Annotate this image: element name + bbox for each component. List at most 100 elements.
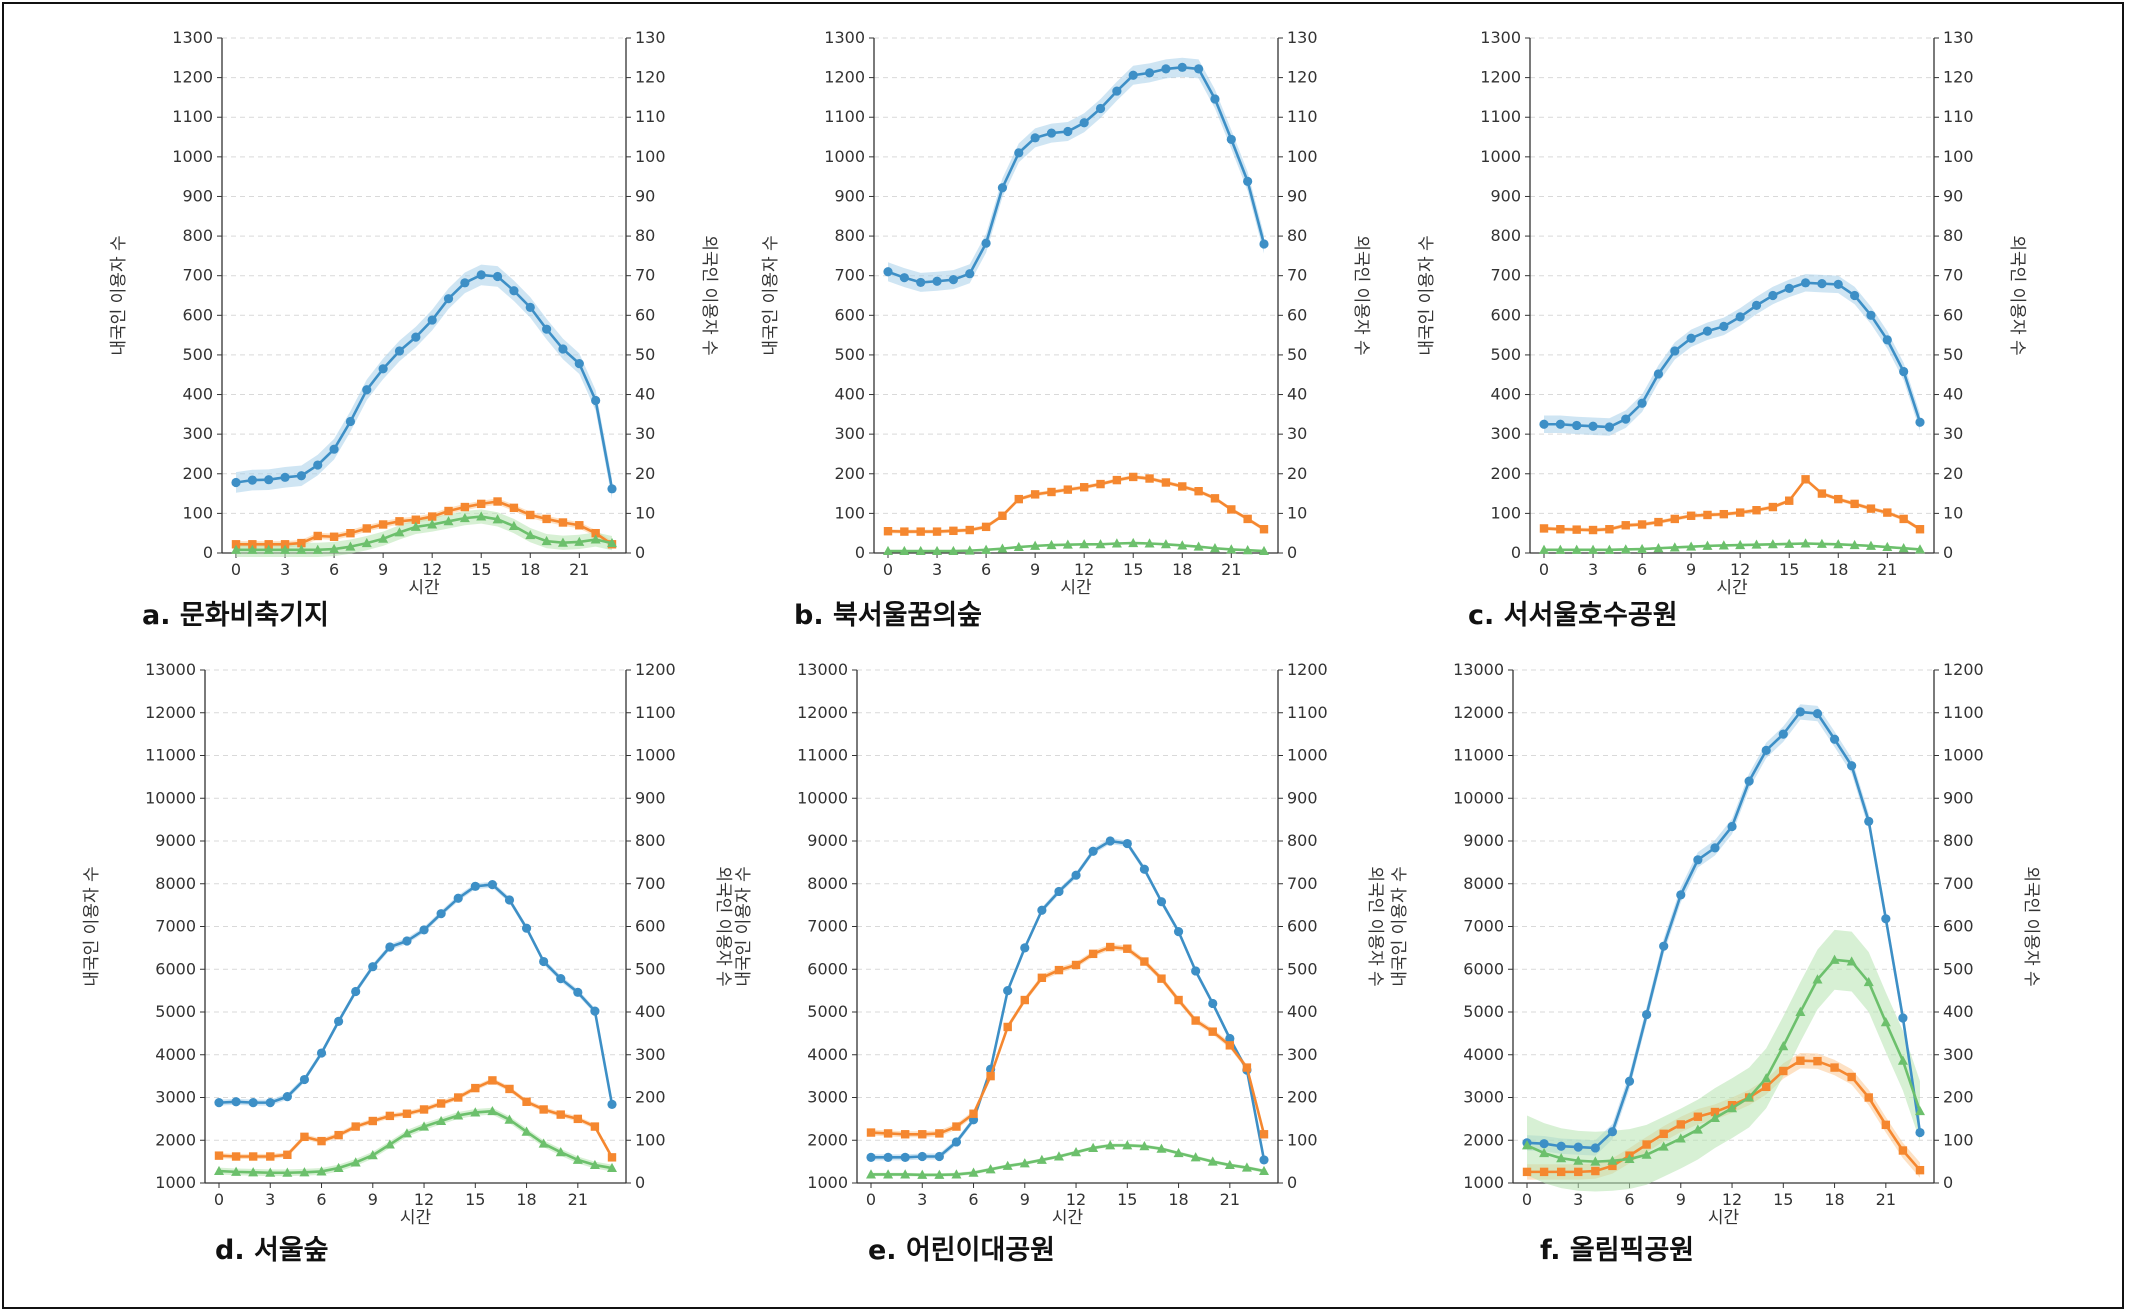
point-foreign_other [231, 544, 241, 554]
point-foreign_main [573, 1114, 583, 1124]
left-tick-label: 6000 [155, 959, 196, 978]
point-foreign_other [917, 1169, 928, 1179]
point-domestic [558, 344, 568, 354]
point-domestic [1161, 64, 1171, 74]
plot-area-e: 1000200030004000500060007000800090001000… [734, 660, 1385, 1228]
left-tick-label: 800 [834, 226, 865, 245]
x-tick-label: 12 [1074, 560, 1094, 579]
left-tick-label: 900 [1490, 186, 1521, 205]
left-tick-label: 1000 [1480, 147, 1521, 166]
caption-e: e. 어린이대공원 [868, 1235, 1055, 1266]
left-tick-label: 9000 [155, 831, 196, 850]
point-foreign_main [526, 510, 535, 520]
x-tick-label: 3 [280, 560, 290, 579]
right-tick-label: 70 [1287, 266, 1307, 285]
point-foreign_main [1071, 960, 1081, 970]
right-tick-label: 80 [635, 226, 655, 245]
point-foreign_main [1830, 1063, 1839, 1072]
point-domestic [419, 925, 429, 935]
x-tick-label: 21 [568, 1190, 588, 1209]
point-foreign_other [1675, 1133, 1686, 1143]
point-foreign_main [1608, 1161, 1617, 1171]
point-domestic [525, 302, 535, 312]
point-domestic [1173, 927, 1184, 937]
point-foreign_other [1692, 1124, 1703, 1134]
point-foreign_other [1105, 1140, 1116, 1150]
right-tick-label: 0 [635, 1173, 645, 1192]
series-line-foreign_other [1544, 542, 1921, 552]
left-tick-label: 4000 [155, 1045, 196, 1064]
point-foreign_other [1002, 1160, 1013, 1170]
point-foreign_other [296, 544, 307, 554]
point-foreign_other [948, 545, 959, 556]
point-foreign_main [590, 1122, 600, 1131]
x-tick-label: 21 [569, 560, 589, 579]
point-foreign_main [1752, 506, 1761, 515]
point-foreign_other [1556, 1153, 1567, 1163]
x-tick-label: 18 [516, 1190, 536, 1209]
x-tick-label: 6 [981, 560, 991, 579]
point-foreign_other [1846, 956, 1857, 966]
x-axis-title: 시간 [1052, 1208, 1084, 1228]
point-foreign_other [590, 534, 601, 544]
left-tick-label: 700 [182, 266, 213, 285]
point-domestic [1128, 70, 1138, 80]
point-foreign_other [1751, 539, 1762, 549]
left-tick-label: 300 [1490, 424, 1521, 443]
left-tick-label: 700 [834, 266, 865, 285]
point-foreign_other [263, 544, 274, 554]
point-foreign_other [1620, 544, 1631, 554]
point-foreign_other [607, 537, 617, 548]
point-foreign_main [542, 514, 551, 524]
x-axis-title: 시간 [408, 578, 440, 598]
point-foreign_main [313, 531, 322, 541]
point-domestic [1898, 1013, 1908, 1023]
point-foreign_other [282, 1167, 293, 1177]
point-foreign_other [410, 521, 421, 531]
x-tick-label: 12 [1722, 1190, 1742, 1209]
x-tick-label: 9 [1020, 1190, 1030, 1209]
point-foreign_other [329, 543, 340, 554]
right-tick-label: 10 [635, 503, 655, 522]
left-tick-label: 13000 [145, 660, 196, 679]
point-domestic [1555, 419, 1565, 429]
left-tick-label: 1100 [1480, 107, 1521, 126]
point-foreign_other [1915, 544, 1925, 554]
point-domestic [1686, 333, 1696, 343]
point-domestic [1014, 148, 1024, 158]
right-axis-title: 외국인 이용자 수 [2007, 235, 2027, 355]
point-foreign_other [333, 1162, 344, 1173]
x-tick-label: 15 [1779, 560, 1799, 579]
point-foreign_other [1624, 1153, 1635, 1164]
point-foreign_main [558, 518, 568, 527]
point-foreign_main [248, 1152, 258, 1161]
x-tick-label: 21 [1220, 1190, 1240, 1209]
point-foreign_other [231, 1166, 242, 1176]
point-foreign_other [1036, 1154, 1047, 1164]
left-tick-label: 300 [182, 424, 213, 443]
point-foreign_main [1899, 514, 1908, 524]
point-foreign_main [981, 522, 991, 532]
point-domestic [1572, 420, 1582, 431]
left-tick-label: 0 [855, 543, 865, 562]
left-tick-label: 1000 [172, 147, 213, 166]
point-domestic [1850, 290, 1860, 301]
caption-f: f. 올림픽공원 [1540, 1235, 1694, 1266]
left-tick-label: 12000 [145, 703, 196, 722]
point-foreign_main [952, 1122, 961, 1131]
point-foreign_other [508, 520, 519, 531]
point-foreign_main [444, 506, 453, 516]
x-tick-label: 9 [368, 1190, 378, 1209]
x-axis-title: 시간 [400, 1208, 432, 1228]
caption-b: b. 북서울꿈의숲 [794, 600, 982, 631]
point-domestic [1761, 745, 1771, 755]
point-foreign_other [459, 512, 470, 523]
right-tick-label: 30 [1287, 424, 1307, 443]
point-foreign_main [932, 527, 942, 536]
point-foreign_main [1605, 525, 1614, 534]
point-foreign_main [965, 525, 974, 535]
right-tick-label: 900 [1943, 788, 1974, 807]
left-tick-label: 0 [1511, 543, 1521, 562]
point-domestic [1637, 398, 1647, 408]
point-foreign_main [346, 528, 355, 538]
